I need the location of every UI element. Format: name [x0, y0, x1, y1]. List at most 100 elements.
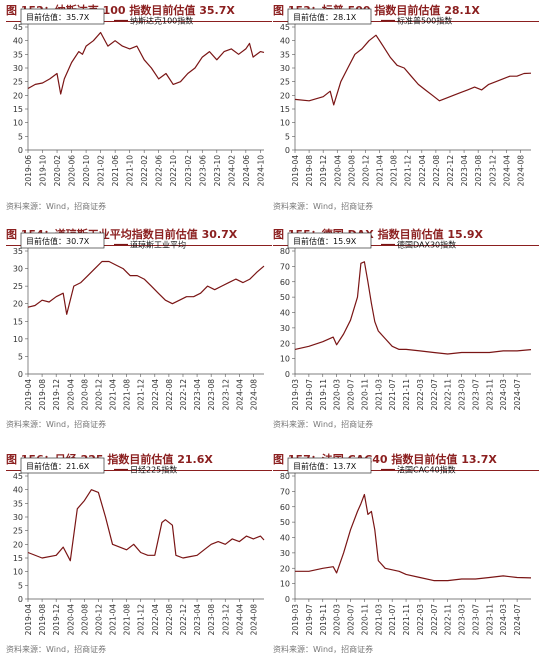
x-tick-label: 2020-07 [347, 379, 356, 411]
legend-label: 法国CAC40指数 [397, 465, 456, 475]
y-tick-label: 35 [13, 50, 23, 59]
annotation-box [287, 232, 372, 249]
x-tick-label: 2019-08 [38, 379, 47, 411]
y-tick-label: 30 [13, 265, 23, 274]
y-tick-label: 35 [13, 247, 23, 256]
y-tick-label: 30 [280, 64, 290, 73]
x-tick-label: 2022-08 [165, 604, 174, 636]
x-tick-label: 2023-12 [221, 379, 230, 411]
x-tick-label: 2021-04 [376, 155, 385, 187]
y-tick-label: 10 [13, 568, 23, 577]
x-tick-label: 2022-12 [179, 379, 188, 411]
x-tick-label: 2022-03 [416, 604, 425, 636]
x-tick-label: 2024-03 [499, 379, 508, 411]
y-tick-label: 80 [280, 472, 290, 481]
x-tick-label: 2021-12 [137, 604, 146, 636]
legend-label: 德国DAX30指数 [397, 240, 456, 250]
x-tick-label: 2022-07 [430, 379, 439, 411]
x-tick-label: 2019-12 [319, 155, 328, 187]
x-tick-label: 2021-04 [109, 604, 118, 636]
x-tick-label: 2022-04 [151, 379, 160, 411]
y-tick-label: 20 [280, 91, 290, 100]
y-tick-label: 15 [13, 317, 23, 326]
x-tick-label: 2020-04 [66, 379, 75, 411]
x-tick-label: 2021-06 [111, 155, 120, 187]
y-tick-label: 0 [285, 370, 290, 379]
legend-label: 标准普500指数 [397, 16, 452, 26]
x-tick-label: 2022-04 [151, 604, 160, 636]
x-tick-label: 2021-11 [402, 379, 411, 411]
x-tick-label: 2021-04 [109, 379, 118, 411]
x-tick-label: 2020-12 [94, 379, 103, 411]
x-tick-label: 2019-12 [52, 604, 61, 636]
y-tick-label: 0 [285, 146, 290, 155]
y-tick-label: 45 [13, 23, 23, 32]
x-tick-label: 2020-07 [347, 604, 356, 636]
y-tick-label: 5 [18, 352, 23, 361]
x-tick-label: 2019-03 [291, 379, 300, 411]
x-tick-label: 2022-02 [140, 155, 149, 187]
y-tick-label: 5 [285, 132, 290, 141]
y-tick-label: 60 [280, 278, 290, 287]
x-tick-label: 2019-08 [38, 604, 47, 636]
y-tick-label: 5 [18, 581, 23, 590]
y-tick-label: 0 [18, 146, 23, 155]
y-tick-label: 0 [18, 595, 23, 604]
x-tick-label: 2023-12 [488, 155, 497, 187]
chart-source: 资料来源：Wind，招商证券 [273, 420, 374, 429]
x-tick-label: 2023-02 [184, 155, 193, 187]
chart-svg: 0 10 20 30 40 50 60 70 80 2019-03 2019-07 2019-11 20… [280, 457, 532, 636]
chart-source: 资料来源：Wind，招商证券 [273, 202, 374, 211]
x-tick-label: 2021-08 [123, 604, 132, 636]
x-tick-label: 2022-08 [432, 155, 441, 187]
y-tick-label: 45 [280, 23, 290, 32]
y-tick-label: 35 [13, 499, 23, 508]
x-tick-label: 2023-07 [471, 604, 480, 636]
annotation-text: 目前估值：21.6X [26, 461, 90, 471]
chart-panel-nasdaq100: 图 152：纳斯达克 100 指数目前估值 35.7X 0 5 10 15 20 25 30… [6, 3, 272, 217]
series-line [295, 493, 532, 582]
legend-label: 日经225指数 [130, 465, 177, 475]
chart-panel-sp500: 图 153：标普 500 指数目前估值 28.1X 0 5 10 15 20 25 30 35… [273, 3, 539, 217]
annotation-box [20, 457, 105, 474]
y-tick-label: 40 [280, 534, 290, 543]
x-tick-label: 2021-08 [123, 379, 132, 411]
y-tick-label: 50 [280, 293, 290, 302]
series-line [27, 31, 265, 95]
x-tick-label: 2022-11 [444, 379, 453, 411]
annotation-text: 目前估值：13.7X [293, 461, 357, 471]
x-tick-label: 2020-06 [68, 155, 77, 187]
x-tick-label: 2021-02 [97, 155, 106, 187]
y-tick-label: 80 [280, 247, 290, 256]
chart-source: 资料来源：Wind，招商证券 [6, 202, 107, 211]
y-tick-label: 10 [280, 119, 290, 128]
x-tick-label: 2019-04 [291, 155, 300, 187]
annotation-box [20, 232, 105, 249]
x-tick-label: 2019-10 [39, 155, 48, 187]
y-tick-label: 15 [280, 105, 290, 114]
y-tick-label: 25 [13, 527, 23, 536]
annotation-text: 目前估值：35.7X [26, 12, 90, 22]
chart-panel-dax: 图 155：德国 DAX 指数目前估值 15.9X 0 10 20 30 40 50 60 7… [273, 227, 539, 441]
x-tick-label: 2022-04 [418, 155, 427, 187]
y-tick-label: 20 [280, 564, 290, 573]
series-line [27, 489, 265, 562]
x-tick-label: 2022-07 [430, 604, 439, 636]
y-tick-label: 10 [280, 355, 290, 364]
x-tick-label: 2023-10 [213, 155, 222, 187]
y-tick-label: 10 [280, 580, 290, 589]
y-tick-label: 30 [280, 324, 290, 333]
chart-svg: 0 5 10 15 20 25 30 35 40 45 2019-06 2019-10 2020-02 2… [13, 8, 265, 187]
chart-panel-cac40: 图 157：法国 CAC40 指数目前估值 13.7X 0 10 20 30 40 50 6… [273, 452, 539, 666]
x-tick-label: 2019-06 [24, 155, 33, 187]
x-tick-label: 2020-03 [333, 379, 342, 411]
x-tick-label: 2024-06 [242, 155, 251, 187]
legend-label: 纳斯达克100指数 [130, 16, 193, 26]
y-tick-label: 50 [280, 518, 290, 527]
x-tick-label: 2024-08 [249, 379, 258, 411]
chart-source: 资料来源：Wind，招商证券 [6, 420, 107, 429]
chart-source: 资料来源：Wind，招商证券 [273, 645, 374, 654]
chart-svg: 0 5 10 15 20 25 30 35 2019-04 2019-08 2019-12 2020-… [13, 232, 265, 411]
y-tick-label: 30 [13, 64, 23, 73]
x-tick-label: 2024-08 [249, 604, 258, 636]
